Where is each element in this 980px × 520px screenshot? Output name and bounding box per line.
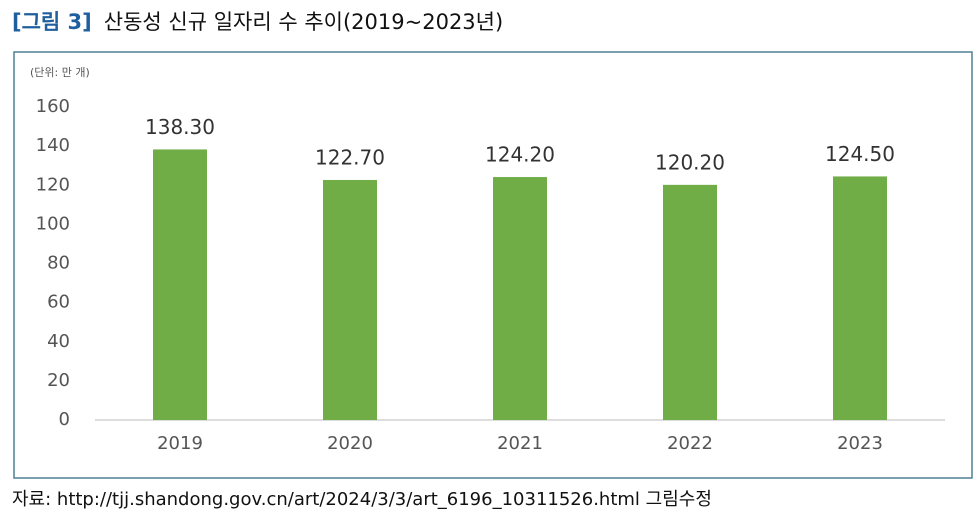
x-tick-label: 2020 [327,433,373,454]
bar [833,176,887,420]
y-tick-label: 140 [36,135,70,156]
x-tick-label: 2022 [667,433,713,454]
source: 자료: http://tjj.shandong.gov.cn/art/2024/… [12,489,712,510]
unit-label: (단위: 만 개) [30,66,90,79]
value-label: 120.20 [655,150,725,174]
figure-label: [그림 3] [12,10,92,34]
y-tick-label: 100 [36,213,70,234]
value-label: 138.30 [145,115,215,139]
chart-title: [그림 3] 산동성 신규 일자리 수 추이(2019~2023년) [12,10,503,34]
y-tick-label: 40 [47,331,70,352]
title-text: 산동성 신규 일자리 수 추이(2019~2023년) [104,10,503,34]
y-tick-label: 80 [47,253,70,274]
bar [663,184,717,420]
y-tick-label: 160 [36,96,70,117]
bar [323,179,377,420]
x-tick-label: 2021 [497,433,543,454]
y-tick-label: 20 [47,370,70,391]
x-tick-label: 2019 [157,433,203,454]
value-label: 124.50 [825,142,895,166]
value-label: 124.20 [485,143,555,167]
bar [493,177,547,420]
value-label: 122.70 [315,145,385,169]
x-tick-label: 2023 [837,433,883,454]
y-tick-label: 120 [36,174,70,195]
bar [153,149,207,420]
y-tick-label: 60 [47,292,70,313]
y-tick-label: 0 [59,409,70,430]
